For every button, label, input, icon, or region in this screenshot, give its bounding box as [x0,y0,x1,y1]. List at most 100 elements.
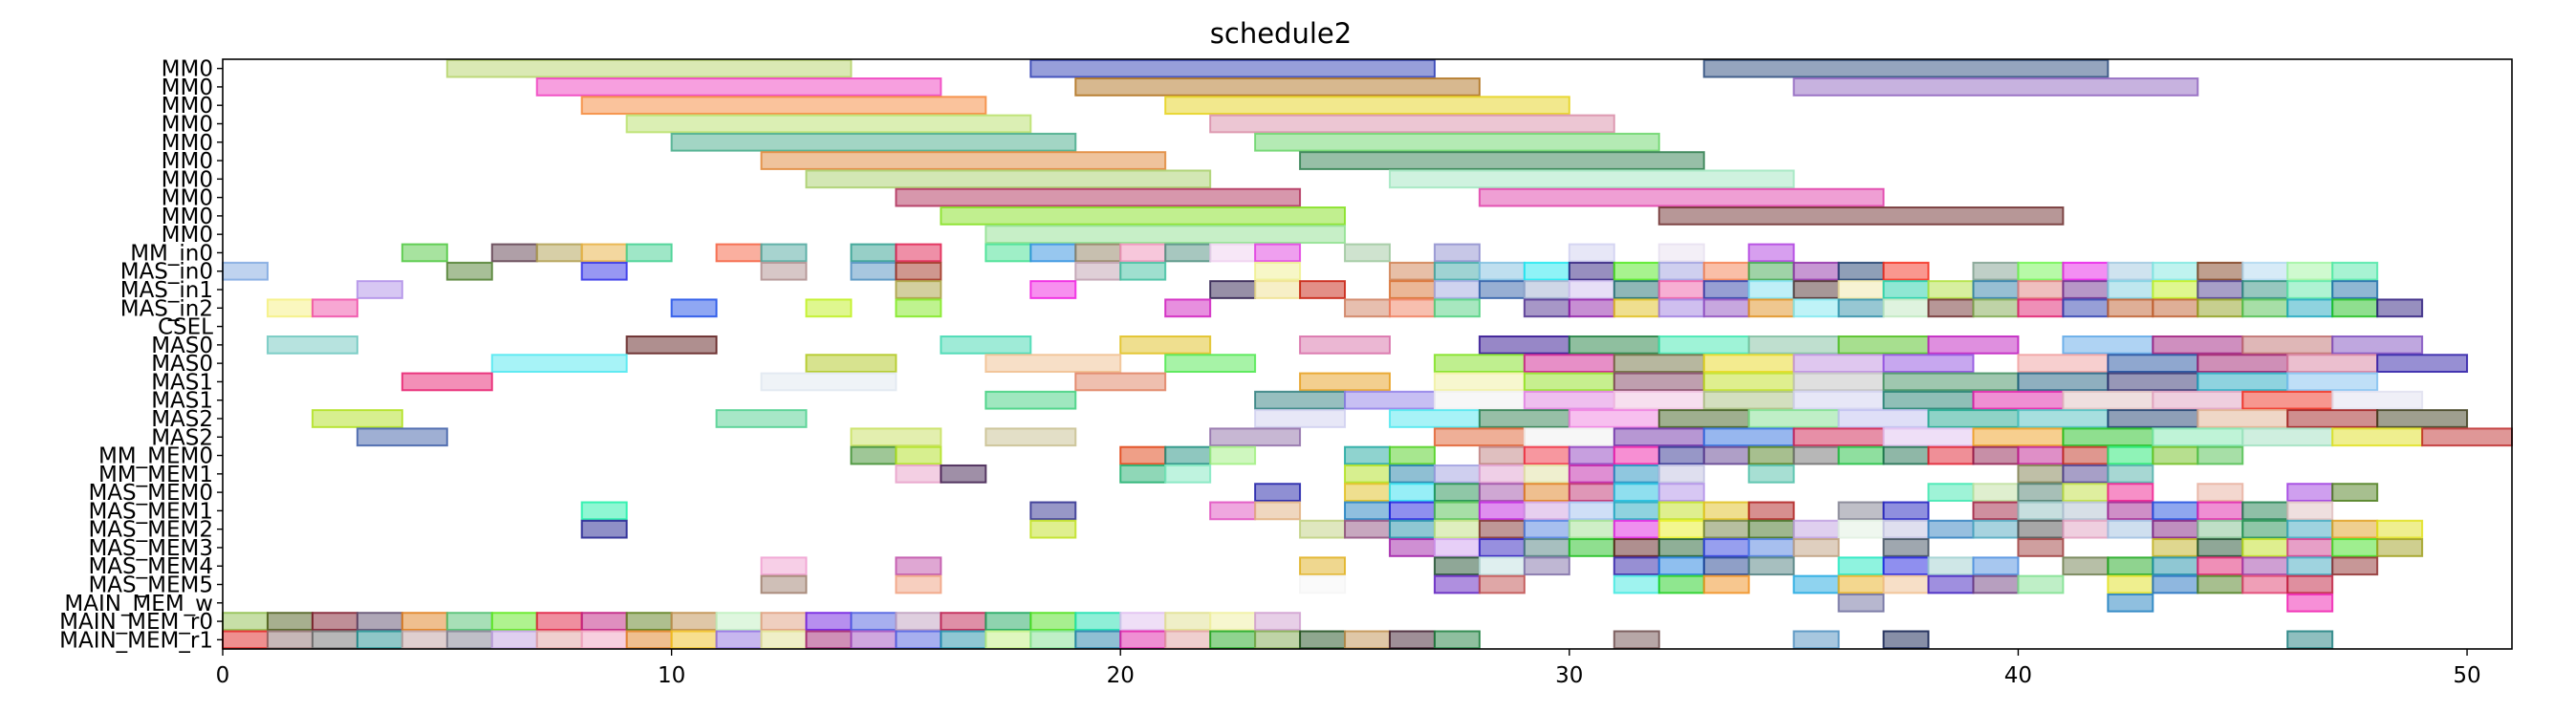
task-bar [357,613,402,630]
task-bar [1390,263,1435,280]
task-bar [223,263,268,280]
task-bar [985,392,1075,409]
task-bar [2197,576,2242,594]
task-bar [1435,503,1480,520]
task-bar [1390,484,1435,501]
task-bar [1614,465,1659,483]
task-bar [1884,447,1929,465]
task-bar [1345,392,1435,409]
task-bar [1525,281,1569,298]
task-bar [1030,245,1075,262]
task-bar [1390,465,1435,483]
task-bar [1480,447,1525,465]
task-bar [2108,557,2153,574]
task-bar [1120,245,1165,262]
task-bar [1165,447,1210,465]
task-bar [447,631,492,648]
task-bar [1884,355,1974,372]
task-bar [1884,263,1929,280]
task-bar [1704,263,1749,280]
task-bar [1659,465,1704,483]
task-bar [1929,410,2019,427]
task-bar [762,557,807,574]
task-bar [582,263,627,280]
task-bar [537,245,582,262]
task-bar [2153,539,2197,556]
task-bar [2153,263,2197,280]
task-bar [1030,521,1075,538]
task-bar [1794,355,1884,372]
task-bar [582,97,986,114]
task-bar [1839,594,1884,612]
task-bar [1704,521,1749,538]
task-bar [1435,484,1480,501]
task-bar [1480,336,1569,354]
task-bar [492,631,537,648]
task-bar [1390,170,1794,187]
task-bar [1390,503,1435,520]
task-bar [492,613,537,630]
task-bar [1614,355,1704,372]
task-bar [1884,392,1974,409]
task-bar [1614,576,1659,594]
task-bar [447,263,492,280]
task-bar [2018,576,2063,594]
task-bar [582,245,627,262]
task-bar [1210,503,1255,520]
task-bar [1794,374,1884,391]
task-bar [1749,447,1794,465]
task-bar [896,281,941,298]
task-bar [1075,631,1120,648]
task-bar [1210,428,1300,445]
task-bar [2332,336,2422,354]
task-bar [985,245,1030,262]
task-bar [1929,281,1974,298]
task-bar [1973,447,2018,465]
task-bar [985,631,1030,648]
task-bar [1120,336,1210,354]
task-bar [2108,299,2153,316]
task-bar [2018,299,2063,316]
task-bar [2332,557,2377,574]
task-bar [1345,299,1390,316]
task-bar [1525,539,1569,556]
task-bar [1749,263,1794,280]
task-bar [1480,557,1525,574]
task-bar [1929,521,1974,538]
task-bar [2242,263,2287,280]
task-bar [1120,631,1165,648]
task-bar [1569,410,1659,427]
task-bar [1614,263,1659,280]
task-bar [1569,447,1614,465]
task-bar [2332,484,2377,501]
task-bar [2063,392,2153,409]
task-bar [2287,521,2332,538]
task-bar [447,60,852,77]
task-bar [1884,428,1974,445]
task-bar [1255,134,1659,151]
task-bar [1435,281,1480,298]
task-bar [1255,263,1300,280]
task-bar [1030,60,1435,77]
task-bar [985,428,1075,445]
task-bar [1884,539,1929,556]
task-bar [1120,613,1165,630]
task-bar [1480,521,1525,538]
task-bar [1749,503,1794,520]
task-bar [1973,503,2018,520]
task-bar [1659,503,1704,520]
task-bar [627,631,672,648]
task-bar [1839,299,1884,316]
task-bar [806,613,851,630]
task-bar [1749,557,1794,574]
task-bar [402,631,447,648]
task-bar [941,465,985,483]
task-bar [1794,521,1839,538]
task-bar [2153,336,2242,354]
task-bar [672,134,1076,151]
task-bar [1435,576,1480,594]
task-bar [2108,263,2153,280]
task-bar [672,631,717,648]
x-tick-label: 40 [2004,663,2032,688]
task-bar [1345,447,1390,465]
